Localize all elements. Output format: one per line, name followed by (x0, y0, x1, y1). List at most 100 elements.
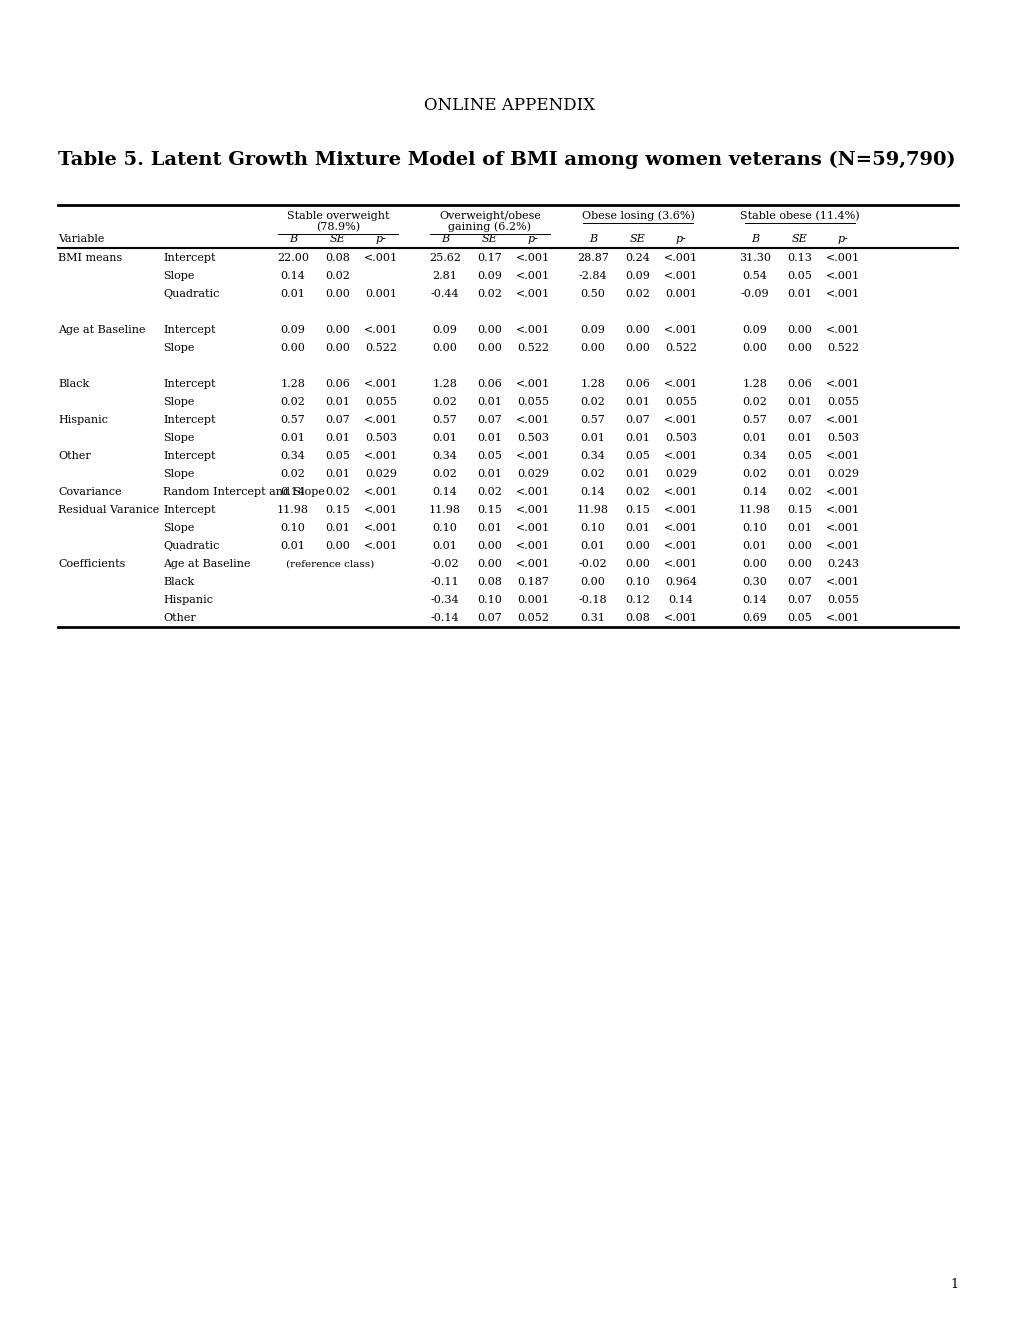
Text: <.001: <.001 (825, 487, 859, 498)
Text: -0.02: -0.02 (578, 558, 606, 569)
Text: 0.01: 0.01 (787, 289, 812, 300)
Text: 0.34: 0.34 (432, 451, 457, 461)
Text: 0.02: 0.02 (580, 469, 605, 479)
Text: 0.05: 0.05 (325, 451, 351, 461)
Text: <.001: <.001 (825, 612, 859, 623)
Text: 0.522: 0.522 (517, 343, 548, 352)
Text: 0.01: 0.01 (625, 397, 650, 407)
Text: 0.522: 0.522 (664, 343, 696, 352)
Text: 0.187: 0.187 (517, 577, 548, 587)
Text: 0.10: 0.10 (432, 523, 457, 533)
Text: 0.243: 0.243 (826, 558, 858, 569)
Text: <.001: <.001 (364, 541, 397, 550)
Text: <.001: <.001 (516, 414, 549, 425)
Text: <.001: <.001 (364, 451, 397, 461)
Text: 0.02: 0.02 (742, 469, 766, 479)
Text: Coefficients: Coefficients (58, 558, 125, 569)
Text: ONLINE APPENDIX: ONLINE APPENDIX (424, 96, 595, 114)
Text: 0.02: 0.02 (477, 289, 502, 300)
Text: 0.02: 0.02 (432, 469, 457, 479)
Text: 0.06: 0.06 (787, 379, 812, 389)
Text: 0.00: 0.00 (477, 343, 502, 352)
Text: B: B (588, 234, 596, 244)
Text: 0.00: 0.00 (787, 558, 812, 569)
Text: 0.02: 0.02 (325, 271, 351, 281)
Text: Other: Other (163, 612, 196, 623)
Text: <.001: <.001 (825, 577, 859, 587)
Text: 0.10: 0.10 (280, 523, 305, 533)
Text: Quadratic: Quadratic (163, 289, 219, 300)
Text: -0.44: -0.44 (430, 289, 459, 300)
Text: 0.01: 0.01 (325, 523, 351, 533)
Text: 0.10: 0.10 (625, 577, 650, 587)
Text: 11.98: 11.98 (739, 506, 770, 515)
Text: <.001: <.001 (516, 253, 549, 263)
Text: Intercept: Intercept (163, 451, 215, 461)
Text: B: B (288, 234, 297, 244)
Text: SE: SE (482, 234, 497, 244)
Text: <.001: <.001 (663, 487, 697, 498)
Text: Slope: Slope (163, 271, 195, 281)
Text: 0.69: 0.69 (742, 612, 766, 623)
Text: Intercept: Intercept (163, 325, 215, 335)
Text: 0.15: 0.15 (325, 506, 351, 515)
Text: 0.503: 0.503 (365, 433, 396, 444)
Text: 0.055: 0.055 (365, 397, 396, 407)
Text: Stable overweight: Stable overweight (286, 211, 389, 220)
Text: 0.07: 0.07 (787, 577, 811, 587)
Text: <.001: <.001 (825, 541, 859, 550)
Text: 0.00: 0.00 (742, 343, 766, 352)
Text: <.001: <.001 (516, 451, 549, 461)
Text: 0.00: 0.00 (325, 343, 351, 352)
Text: 0.522: 0.522 (826, 343, 858, 352)
Text: 0.964: 0.964 (664, 577, 696, 587)
Text: -0.11: -0.11 (430, 577, 459, 587)
Text: 0.12: 0.12 (625, 595, 650, 605)
Text: 0.001: 0.001 (664, 289, 696, 300)
Text: Age at Baseline: Age at Baseline (163, 558, 251, 569)
Text: 0.05: 0.05 (625, 451, 650, 461)
Text: 0.055: 0.055 (517, 397, 548, 407)
Text: Slope: Slope (163, 433, 195, 444)
Text: 0.57: 0.57 (742, 414, 766, 425)
Text: <.001: <.001 (825, 379, 859, 389)
Text: <.001: <.001 (364, 414, 397, 425)
Text: 0.00: 0.00 (432, 343, 457, 352)
Text: p-: p- (675, 234, 686, 244)
Text: 0.001: 0.001 (365, 289, 396, 300)
Text: 0.522: 0.522 (365, 343, 396, 352)
Text: <.001: <.001 (663, 253, 697, 263)
Text: 0.02: 0.02 (325, 487, 351, 498)
Text: <.001: <.001 (516, 289, 549, 300)
Text: 0.01: 0.01 (477, 433, 502, 444)
Text: 0.15: 0.15 (477, 506, 502, 515)
Text: 0.07: 0.07 (477, 414, 502, 425)
Text: 0.00: 0.00 (787, 343, 812, 352)
Text: 0.02: 0.02 (280, 469, 305, 479)
Text: 0.01: 0.01 (625, 523, 650, 533)
Text: 0.503: 0.503 (664, 433, 696, 444)
Text: 0.07: 0.07 (625, 414, 650, 425)
Text: 0.01: 0.01 (787, 397, 812, 407)
Text: 0.05: 0.05 (787, 451, 812, 461)
Text: 0.01: 0.01 (325, 433, 351, 444)
Text: 2.81: 2.81 (432, 271, 457, 281)
Text: <.001: <.001 (364, 487, 397, 498)
Text: 0.01: 0.01 (787, 433, 812, 444)
Text: B: B (750, 234, 758, 244)
Text: Variable: Variable (58, 234, 104, 244)
Text: 0.02: 0.02 (432, 397, 457, 407)
Text: <.001: <.001 (825, 451, 859, 461)
Text: SE: SE (330, 234, 345, 244)
Text: 0.10: 0.10 (742, 523, 766, 533)
Text: 0.07: 0.07 (787, 414, 811, 425)
Text: <.001: <.001 (516, 541, 549, 550)
Text: 0.00: 0.00 (325, 325, 351, 335)
Text: 0.05: 0.05 (787, 612, 812, 623)
Text: 0.00: 0.00 (625, 325, 650, 335)
Text: 0.02: 0.02 (625, 487, 650, 498)
Text: 0.57: 0.57 (280, 414, 305, 425)
Text: 0.00: 0.00 (477, 325, 502, 335)
Text: 0.30: 0.30 (742, 577, 766, 587)
Text: Random Intercept and Slope: Random Intercept and Slope (163, 487, 325, 498)
